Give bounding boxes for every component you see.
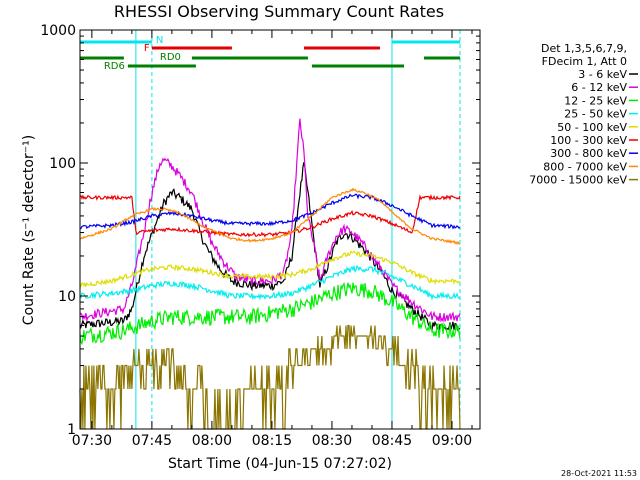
chart-title: RHESSI Observing Summary Count Rates [114, 2, 444, 21]
legend-label: 6 - 12 keV [571, 81, 627, 94]
axes: 07:30 07:45 08:00 08:15 08:30 08:45 09:00 1 10 10… [40, 23, 480, 449]
state-bars: NF RD0 RD6 [79, 35, 460, 72]
x-tick-label: 07:30 [72, 433, 112, 449]
footer-date: 28-Oct-2021 11:53 [561, 469, 637, 478]
series-line [79, 281, 461, 346]
legend-label: 300 - 800 keV [550, 147, 627, 160]
x-axis-label: Start Time (04-Jun-15 07:27:02) [168, 456, 392, 472]
legend-label: 800 - 7000 keV [543, 160, 627, 173]
legend-label: 12 - 25 keV [564, 94, 627, 107]
state-bar-label: N [156, 35, 163, 46]
legend: Det 1,3,5,6,7,9,FDecim 1, Att 03 - 6 keV… [529, 42, 638, 187]
y-axis-label: Count Rate (s⁻¹ detector⁻¹) [21, 135, 37, 325]
x-tick-label: 08:30 [312, 433, 352, 449]
series-layer [79, 118, 461, 430]
legend-header: FDecim 1, Att 0 [542, 55, 627, 68]
series-line [79, 118, 461, 323]
legend-label: 50 - 100 keV [557, 121, 627, 134]
x-tick-label: 08:00 [192, 433, 232, 449]
y-tick-label: 10 [58, 289, 76, 305]
y-tick-label: 1000 [40, 23, 76, 39]
x-tick-label: 09:00 [432, 433, 472, 449]
y-tick-label: 100 [49, 156, 76, 172]
state-bar-label: F [144, 43, 150, 54]
x-tick-label: 07:45 [132, 433, 172, 449]
legend-label: 7000 - 15000 keV [529, 174, 627, 187]
series-line [79, 250, 461, 289]
plot-frame [79, 29, 481, 430]
series-line [79, 187, 460, 245]
state-bar-label: RD6 [104, 61, 125, 72]
series-line [79, 324, 461, 430]
series-line [79, 162, 461, 332]
series-line [79, 193, 461, 230]
x-tick-label: 08:45 [372, 433, 412, 449]
legend-label: 100 - 300 keV [550, 134, 627, 147]
legend-header: Det 1,3,5,6,7,9, [541, 42, 627, 55]
series-line [79, 193, 461, 238]
x-tick-label: 08:15 [252, 433, 292, 449]
legend-label: 3 - 6 keV [578, 68, 627, 81]
legend-label: 25 - 50 keV [564, 108, 627, 121]
state-bar-label: RD0 [160, 52, 181, 63]
y-tick-label: 1 [67, 422, 76, 438]
series-line [79, 264, 461, 301]
